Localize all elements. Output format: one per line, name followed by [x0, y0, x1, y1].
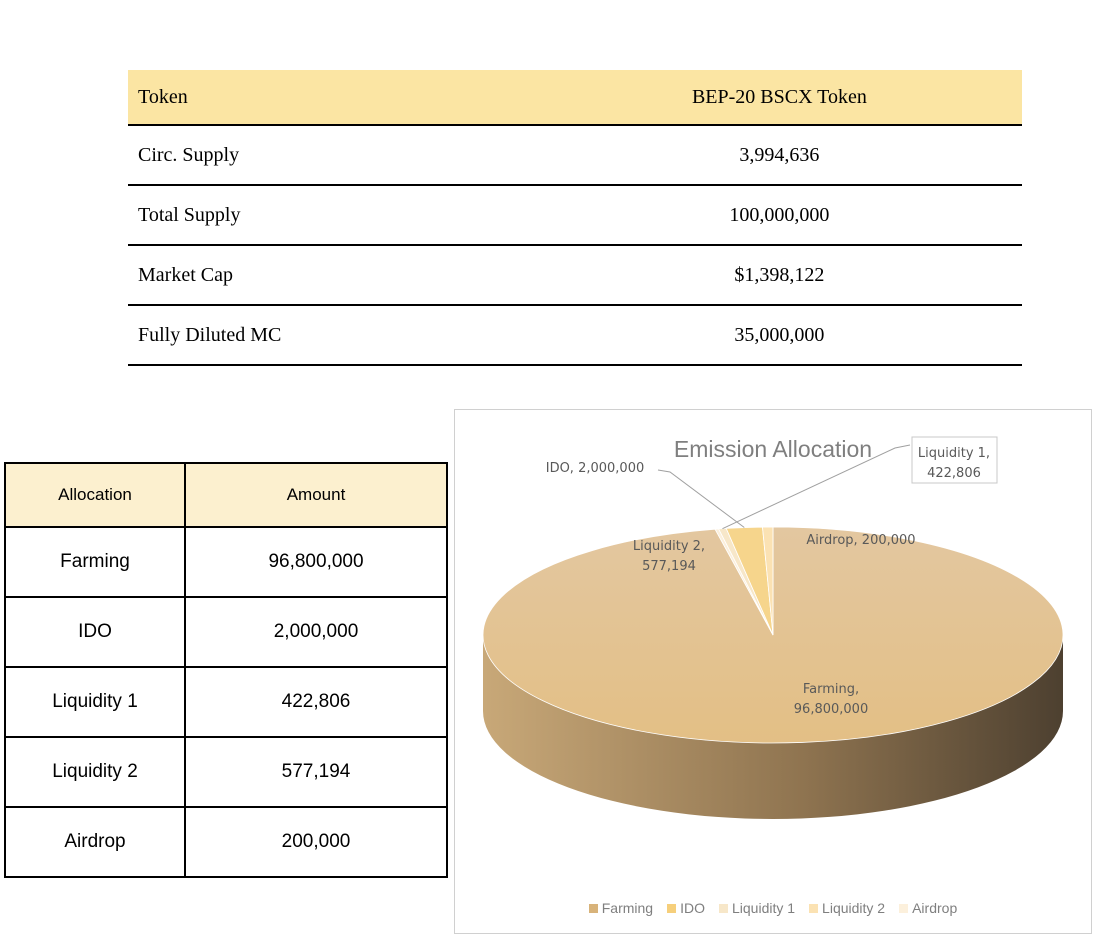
data-label-ido: IDO, 2,000,000: [546, 461, 645, 476]
allocation-name: Airdrop: [4, 806, 186, 878]
liquidity-1-label-box: [911, 436, 998, 484]
legend-label: Farming: [601, 900, 654, 916]
amount-column-header: Amount: [184, 462, 448, 528]
legend-label: IDO: [680, 900, 705, 916]
row-label: Market Cap: [128, 245, 479, 306]
chart-legend: Farming IDO Liquidity 1 Liquidity 2 Airdrop: [455, 900, 1091, 916]
table-row: Market Cap $1,398,122: [128, 245, 1022, 306]
allocation-name: Farming: [4, 526, 186, 598]
data-label-airdrop: Airdrop, 200,000: [806, 533, 915, 548]
allocation-column-header: Allocation: [4, 462, 186, 528]
token-header-value: BEP-20 BSCX Token: [478, 70, 1022, 126]
allocation-amount: 422,806: [184, 666, 448, 738]
legend-label: Liquidity 1: [732, 900, 796, 916]
chart-title: Emission Allocation: [673, 436, 873, 462]
ido-leader-line: [657, 469, 745, 528]
data-label-farming: 96,800,000: [794, 702, 868, 717]
table-row: Total Supply 100,000,000: [128, 185, 1022, 246]
allocation-name: IDO: [4, 596, 186, 668]
legend-swatch: [719, 903, 728, 913]
allocation-amount: 2,000,000: [184, 596, 448, 668]
table-row: Circ. Supply 3,994,636: [128, 125, 1022, 186]
token-header-label: Token: [128, 70, 479, 126]
token-summary-table: Token BEP-20 BSCX Token Circ. Supply 3,9…: [128, 70, 1022, 366]
allocation-name: Liquidity 2: [4, 736, 186, 808]
table-row: IDO 2,000,000: [4, 596, 448, 668]
row-label: Total Supply: [128, 185, 479, 246]
row-value: 3,994,636: [478, 125, 1022, 186]
emission-allocation-chart: Emission Allocation Farming, 96,800,000 ID…: [454, 409, 1092, 934]
liquidity-1-leader-line: [722, 444, 911, 530]
allocation-table: Allocation Amount Farming 96,800,000 IDO…: [4, 462, 448, 878]
table-row: Farming 96,800,000: [4, 526, 448, 598]
row-value: $1,398,122: [478, 245, 1022, 306]
legend-swatch: [588, 903, 598, 913]
allocation-amount: 577,194: [184, 736, 448, 808]
data-label-liquidity-2: 577,194: [642, 559, 696, 574]
legend-item-liquidity-1: Liquidity 1: [719, 900, 795, 916]
legend-item-farming: Farming: [588, 900, 654, 916]
data-label-liquidity-2: Liquidity 2,: [633, 539, 705, 554]
row-value: 35,000,000: [478, 305, 1022, 366]
data-label-farming: Farming,: [803, 682, 859, 697]
row-label: Circ. Supply: [128, 125, 479, 186]
legend-label: Airdrop: [912, 900, 958, 916]
legend-label: Liquidity 2: [822, 900, 886, 916]
table-row: Liquidity 2 577,194: [4, 736, 448, 808]
data-label-liquidity-1: 422,806: [927, 466, 981, 481]
pie-slice-farming: [482, 526, 1064, 744]
legend-swatch: [809, 903, 819, 913]
row-label: Fully Diluted MC: [128, 305, 479, 366]
allocation-name: Liquidity 1: [4, 666, 186, 738]
legend-swatch: [899, 903, 909, 913]
legend-item-liquidity-2: Liquidity 2: [809, 900, 885, 916]
allocation-amount: 96,800,000: [184, 526, 448, 598]
allocation-amount: 200,000: [184, 806, 448, 878]
pie-slice-liquidity-2: [762, 526, 774, 636]
legend-swatch: [667, 903, 677, 913]
pie-side-wall: [483, 635, 1063, 819]
legend-item-ido: IDO: [667, 900, 705, 916]
legend-item-airdrop: Airdrop: [899, 900, 957, 916]
data-label-liquidity-1: Liquidity 1,: [918, 446, 990, 461]
table-row: Liquidity 1 422,806: [4, 666, 448, 738]
table-row: Airdrop 200,000: [4, 806, 448, 878]
table-row: Fully Diluted MC 35,000,000: [128, 305, 1022, 366]
allocation-table-header-row: Allocation Amount: [4, 462, 448, 528]
pie-chart-canvas: Farming, 96,800,000 IDO, 2,000,000 Liquidit…: [482, 436, 1064, 819]
row-value: 100,000,000: [478, 185, 1022, 246]
token-table-header-row: Token BEP-20 BSCX Token: [128, 70, 1022, 126]
